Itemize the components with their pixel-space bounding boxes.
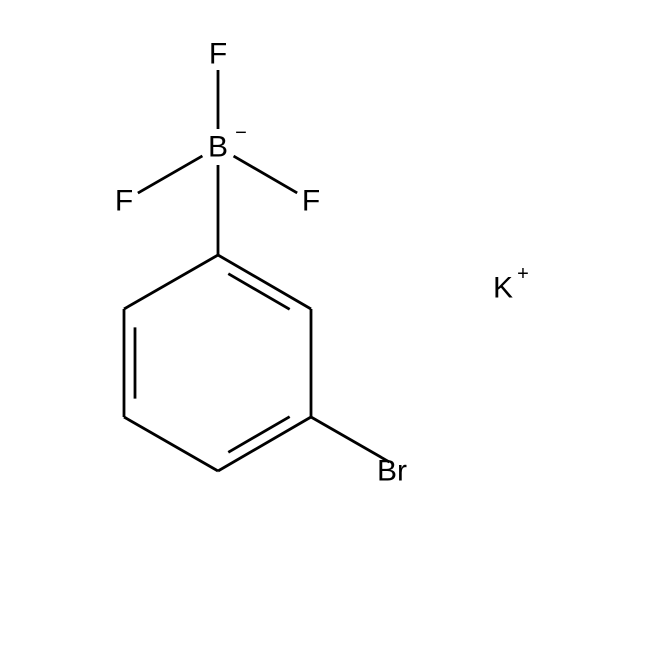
chemical-structure: B− F F F Br K+	[0, 0, 650, 650]
atom-f3: F	[115, 185, 133, 218]
atom-b: B	[208, 131, 228, 164]
atom-br: Br	[377, 455, 407, 488]
charge-b: −	[235, 122, 247, 144]
charge-k: +	[517, 263, 529, 285]
atom-f1: F	[209, 38, 227, 71]
atom-k: K	[493, 272, 513, 305]
atom-f2: F	[302, 185, 320, 218]
